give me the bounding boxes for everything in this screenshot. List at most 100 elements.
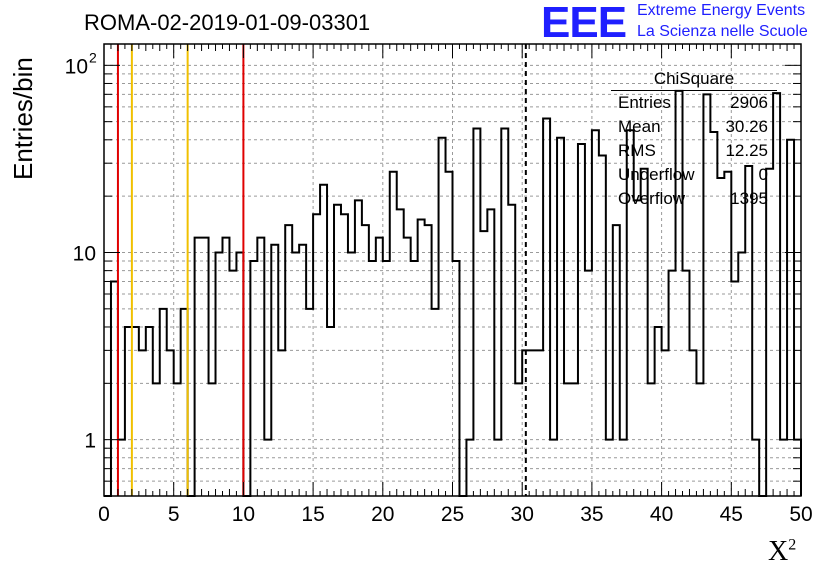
x-tick-label: 20 <box>371 503 394 526</box>
stats-value: 30.26 <box>725 117 768 136</box>
x-tick-label: 45 <box>720 503 743 526</box>
histogram-bin <box>383 261 390 496</box>
histogram-bin <box>404 238 411 496</box>
histogram-bin <box>731 281 738 496</box>
x-axis: 0 5 10 15 20 25 30 35 40 45 50 <box>98 44 813 526</box>
histogram-bin <box>425 225 432 496</box>
histogram-bin <box>446 172 453 496</box>
stats-row-underflow: Underflow 0 <box>611 163 777 187</box>
histogram <box>104 89 802 497</box>
stats-value: 1395 <box>730 189 768 208</box>
run-title: ROMA-02-2019-01-09-03301 <box>84 10 371 35</box>
histogram-bin <box>202 238 209 496</box>
histogram-bin <box>766 169 773 496</box>
histogram-bin <box>299 245 306 496</box>
grid-lines <box>104 44 801 496</box>
histogram-outline <box>104 89 802 497</box>
stats-box: ChiSquare Entries 2906 Mean 30.26 RMS 12.25… <box>611 68 777 211</box>
histogram-bin <box>578 144 585 496</box>
x-tick-label: 15 <box>301 503 324 526</box>
histogram-bin <box>634 200 641 496</box>
eee-logo: EEE <box>541 0 627 47</box>
histogram-bin <box>655 327 662 496</box>
histogram-bin <box>292 252 299 496</box>
histogram-bin <box>250 261 257 496</box>
histogram-bin <box>376 238 383 496</box>
stats-label: Entries <box>618 93 671 112</box>
histogram-bin <box>557 138 564 496</box>
histogram-bin <box>278 350 285 496</box>
histogram-bin <box>132 327 139 496</box>
x-tick-label: 5 <box>168 503 180 526</box>
stats-value: 0 <box>758 165 768 184</box>
y-axis-label: Entries/bin <box>8 57 38 180</box>
histogram-bin <box>432 309 439 496</box>
histogram-bin <box>738 252 745 496</box>
histogram-bin <box>536 350 543 496</box>
histogram-bin <box>787 140 794 496</box>
x-tick-label: 10 <box>232 503 255 526</box>
histogram-bin <box>271 245 278 496</box>
histogram-bin <box>529 350 536 496</box>
histogram-bin <box>236 252 243 496</box>
y-tick-label-exponent: 2 <box>89 49 97 65</box>
histogram-bin <box>257 238 264 496</box>
stats-divider <box>611 90 777 91</box>
histogram-bin <box>641 169 648 496</box>
histogram-bin <box>216 252 223 496</box>
x-tick-label: 0 <box>98 503 110 526</box>
histogram-bin <box>167 350 174 496</box>
histogram-bin <box>745 166 752 496</box>
histogram-bin <box>369 261 376 496</box>
histogram-bin <box>599 155 606 496</box>
histogram-bin <box>439 138 446 496</box>
stats-row-rms: RMS 12.25 <box>611 139 777 163</box>
stats-label: Mean <box>618 117 661 136</box>
histogram-bin <box>362 225 369 496</box>
histogram-bin <box>662 350 669 496</box>
histogram-bin <box>411 261 418 496</box>
stats-value: 12.25 <box>725 141 768 160</box>
stats-label: Underflow <box>618 165 695 184</box>
histogram-bin <box>724 172 731 496</box>
histogram-bin <box>222 238 229 496</box>
histogram-bin <box>313 214 320 496</box>
x-axis-label-base: X <box>768 536 789 567</box>
x-tick-label: 50 <box>789 503 812 526</box>
histogram-bin <box>285 225 292 496</box>
histogram-bin <box>111 281 118 496</box>
histogram-bin <box>320 185 327 496</box>
y-tick-label: 10 <box>65 55 88 78</box>
histogram-bin <box>139 350 146 496</box>
x-tick-label: 25 <box>441 503 464 526</box>
histogram-bin <box>181 309 188 496</box>
histogram-bin <box>348 252 355 496</box>
x-tick-label: 30 <box>511 503 534 526</box>
stats-row-overflow: Overflow 1395 <box>611 187 777 211</box>
y-tick-label: 10 <box>73 242 96 265</box>
histogram-bin <box>327 327 334 496</box>
reference-lines <box>116 44 527 496</box>
histogram-bin <box>473 128 480 496</box>
histogram-bin <box>613 225 620 496</box>
x-axis-label: X2 <box>768 536 796 568</box>
stats-row-mean: Mean 30.26 <box>611 115 777 139</box>
x-tick-label: 35 <box>580 503 603 526</box>
stats-value: 2906 <box>730 93 768 112</box>
histogram-bin <box>592 130 599 496</box>
histogram-bin <box>390 172 397 496</box>
histogram-bin <box>125 327 132 496</box>
histogram-bin <box>146 327 153 496</box>
logo-line-2: La Scienza nelle Scuole <box>637 23 808 40</box>
histogram-bin <box>306 309 313 496</box>
x-tick-label: 40 <box>650 503 673 526</box>
histogram-bin <box>160 309 167 496</box>
y-tick-label: 1 <box>84 430 96 453</box>
histogram-bin <box>195 238 202 496</box>
logo-line-1: Extreme Energy Events <box>637 2 806 19</box>
histogram-bin <box>341 214 348 496</box>
stats-row-entries: Entries 2906 <box>611 91 777 115</box>
x-axis-label-superscript: 2 <box>788 536 797 554</box>
